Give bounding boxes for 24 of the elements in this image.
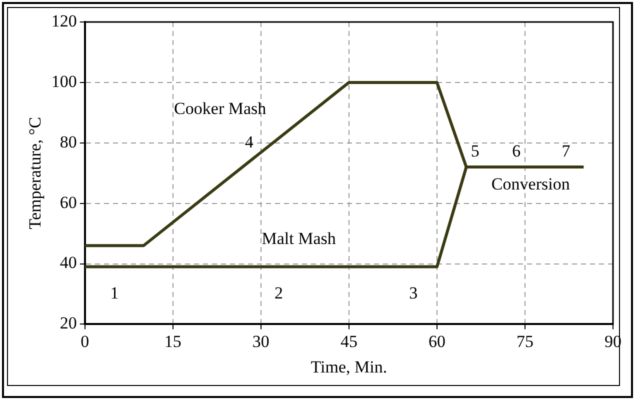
y-axis-title: Temperature, °C (26, 116, 45, 230)
annotation: 4 (244, 132, 254, 152)
annotation: Malt Mash (262, 229, 336, 248)
y-tick-label: 120 (51, 11, 77, 30)
y-tick-label: 40 (60, 253, 77, 272)
annotation: Conversion (491, 174, 570, 194)
annotation: 5 (470, 141, 480, 160)
y-tick-label: 60 (60, 192, 77, 212)
annotation: 7 (562, 141, 571, 160)
annotation: 2 (274, 283, 283, 302)
x-tick-label: 30 (252, 332, 270, 351)
x-tick-label: 0 (80, 332, 90, 351)
x-tick-label: 45 (340, 332, 358, 351)
x-axis-title: Time, Min. (310, 357, 388, 376)
y-tick-label: 80 (60, 132, 77, 152)
annotation: 6 (512, 141, 521, 160)
x-tick-label: 75 (516, 332, 534, 351)
annotation: 3 (409, 283, 418, 302)
x-tick-label: 60 (428, 332, 446, 351)
y-tick-label: 20 (60, 314, 77, 333)
annotation: Cooker Mash (174, 99, 267, 118)
y-tick-label: 100 (51, 72, 77, 91)
annotation: 1 (110, 283, 119, 302)
x-tick-label: 15 (164, 332, 182, 351)
